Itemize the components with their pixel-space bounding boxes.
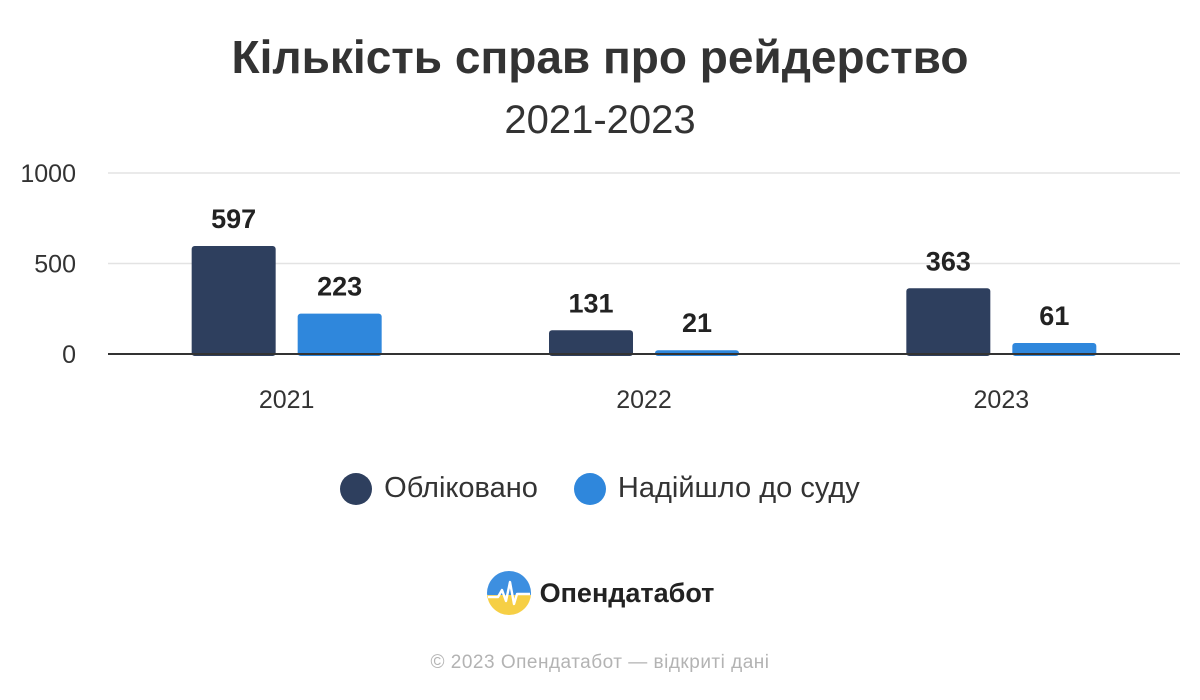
chart-subtitle: 2021-2023 (504, 98, 696, 142)
bar-chart: 0 500 1000 597 223 2021 131 21 2022 363 61 2023 (20, 160, 1180, 414)
y-tick-label: 500 (34, 251, 76, 279)
chart-legend: Обліковано Надійшло до суду (0, 472, 1200, 505)
data-label: 597 (211, 204, 256, 234)
footer-copyright: © 2023 Опендатабот — відкриті дані (430, 652, 770, 673)
brand: Опендатабот (0, 570, 1200, 616)
data-label: 363 (926, 246, 971, 276)
legend-label-registered: Обліковано (384, 472, 538, 504)
bar (1012, 342, 1097, 356)
bar (906, 288, 991, 356)
opendatabot-logo-icon (486, 571, 531, 615)
y-tick-label: 0 (62, 341, 76, 369)
x-tick-label: 2022 (616, 386, 672, 414)
bar (297, 313, 382, 356)
x-tick-label: 2023 (974, 386, 1030, 414)
legend-item-registered[interactable]: Обліковано (340, 472, 538, 505)
y-tick-label: 1000 (20, 160, 76, 188)
x-tick-label: 2021 (259, 386, 315, 414)
data-label: 223 (317, 272, 362, 302)
brand-name: Опендатабот (539, 577, 715, 608)
data-label: 131 (568, 288, 613, 318)
chart-title: Кількість справ про рейдерство (231, 31, 969, 83)
legend-swatch-to-court (573, 472, 606, 505)
data-label: 61 (1039, 301, 1069, 331)
legend-swatch-registered (340, 472, 373, 505)
legend-label-to-court: Надійшло до суду (617, 472, 860, 504)
bar (549, 330, 633, 356)
legend-item-to-court[interactable]: Надійшло до суду (573, 472, 860, 505)
bar (191, 245, 276, 356)
data-label: 21 (682, 308, 712, 338)
